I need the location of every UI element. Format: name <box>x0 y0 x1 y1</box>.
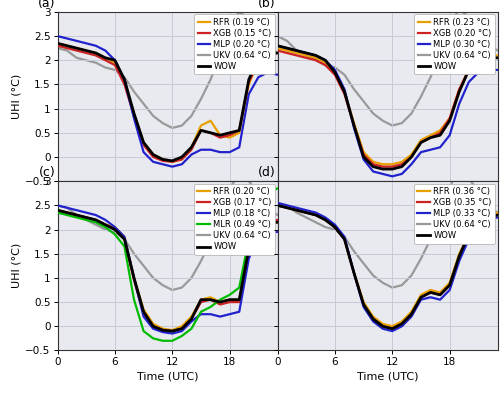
Text: (c): (c) <box>38 166 56 179</box>
Y-axis label: UHI (°C): UHI (°C) <box>11 243 21 288</box>
Text: (d): (d) <box>258 166 276 179</box>
Legend: RFR (0.23 °C), XGB (0.20 °C), MLP (0.30 °C), UKV (0.64 °C), WOW: RFR (0.23 °C), XGB (0.20 °C), MLP (0.30 … <box>414 14 495 74</box>
Text: (b): (b) <box>258 0 276 10</box>
X-axis label: Time (UTC): Time (UTC) <box>137 371 198 382</box>
Legend: RFR (0.19 °C), XGB (0.15 °C), MLP (0.20 °C), UKV (0.64 °C), WOW: RFR (0.19 °C), XGB (0.15 °C), MLP (0.20 … <box>194 14 275 74</box>
Legend: RFR (0.20 °C), XGB (0.17 °C), MLP (0.18 °C), MLR (0.49 °C), UKV (0.64 °C), WOW: RFR (0.20 °C), XGB (0.17 °C), MLP (0.18 … <box>194 184 275 255</box>
Y-axis label: UHI (°C): UHI (°C) <box>11 74 21 119</box>
X-axis label: Time (UTC): Time (UTC) <box>357 371 418 382</box>
Text: (a): (a) <box>38 0 56 10</box>
Legend: RFR (0.36 °C), XGB (0.35 °C), MLP (0.33 °C), UKV (0.64 °C), WOW: RFR (0.36 °C), XGB (0.35 °C), MLP (0.33 … <box>414 184 495 244</box>
